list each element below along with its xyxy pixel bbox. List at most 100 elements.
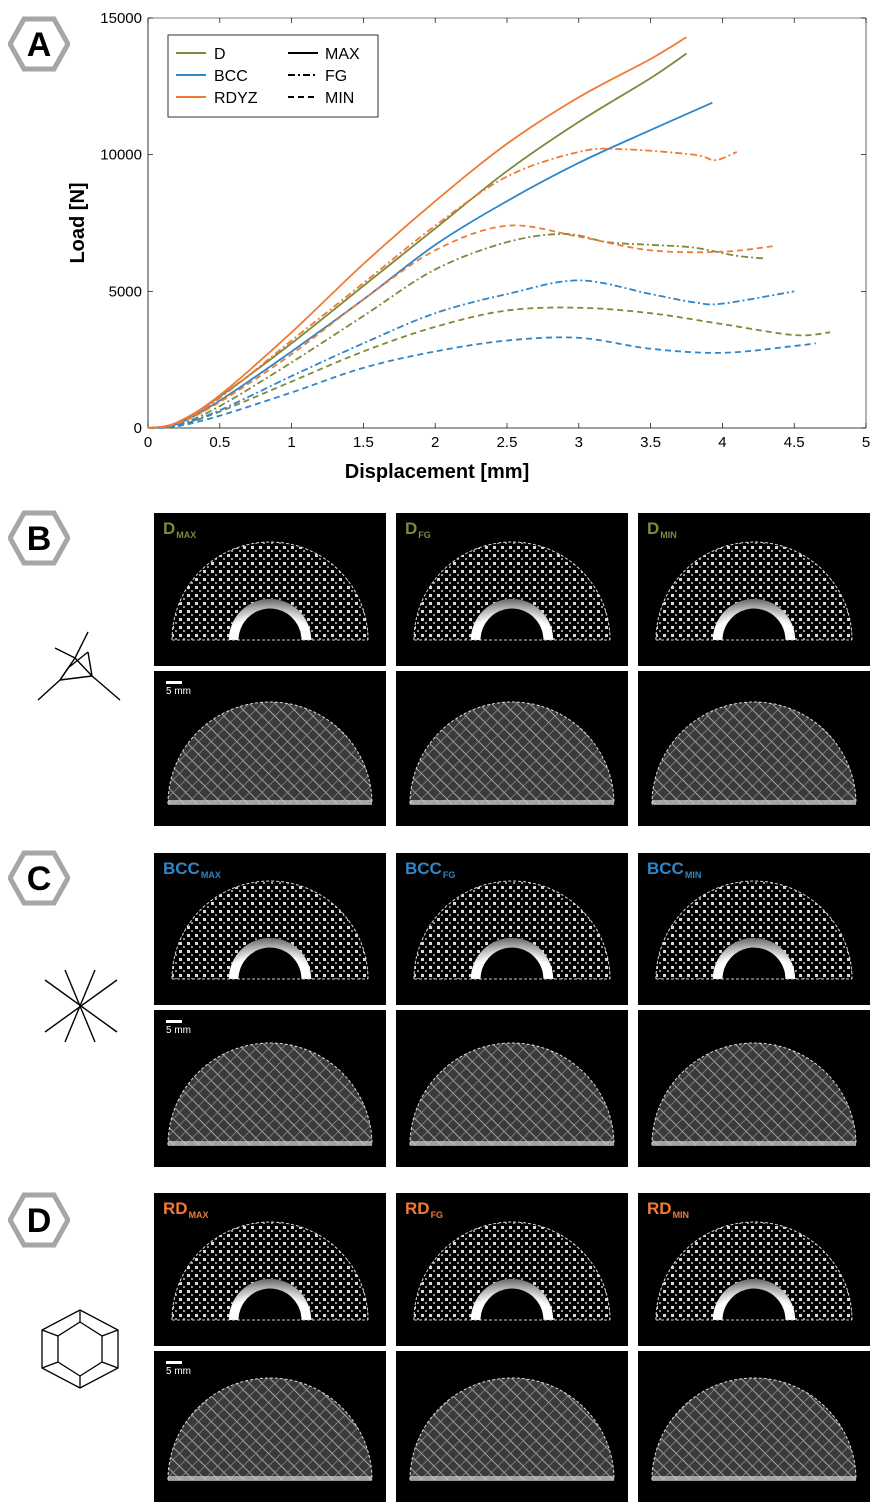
series-line-bcc-max — [147, 101, 713, 429]
x-tick-label: 2 — [431, 434, 439, 451]
tile-label: BCCMAX — [163, 860, 221, 880]
legend-label-rdyz: RDYZ — [214, 90, 258, 107]
ct-image — [409, 1042, 615, 1146]
tile-label-sub: FG — [430, 1210, 444, 1220]
ct-image — [171, 880, 369, 980]
bcc-lattice-icon — [44, 969, 118, 1043]
tile-label-main: D — [405, 519, 418, 538]
scale-bar: 5 mm — [166, 681, 191, 697]
ct-tile-b-section-min: DMIN — [638, 513, 870, 666]
tile-label-sub: FG — [418, 530, 431, 540]
scale-bar-label: 5 mm — [166, 1025, 191, 1036]
scale-bar-line — [166, 681, 182, 684]
scale-bar-line — [166, 1020, 182, 1023]
ct-image — [171, 541, 369, 641]
series-line-rdyz-max — [147, 36, 687, 429]
legend-style-label-min: MIN — [325, 90, 354, 107]
ct-image — [409, 701, 615, 805]
tile-label-sub: MAX — [200, 870, 221, 880]
tile-label-sub: MAX — [176, 530, 197, 540]
ct-tile-d-dome-fg — [396, 1351, 628, 1502]
tile-label: BCCFG — [405, 860, 455, 880]
ct-tile-d-section-max: RDMAX — [154, 1193, 386, 1346]
tile-label: DFG — [405, 520, 431, 540]
tile-label-main: D — [163, 519, 176, 538]
ct-tile-d-dome-max: 5 mm — [154, 1351, 386, 1502]
ct-image — [413, 1221, 611, 1321]
tile-label-sub: MIN — [684, 870, 702, 880]
ct-image — [409, 1377, 615, 1481]
x-tick-label: 4.5 — [784, 434, 805, 451]
ct-tile-c-section-min: BCCMIN — [638, 853, 870, 1005]
series-line-d-fg — [147, 233, 766, 429]
ct-tile-b-dome-max: 5 mm — [154, 671, 386, 826]
ct-image — [651, 701, 857, 805]
legend-style-label-fg: FG — [325, 68, 347, 85]
series-line-bcc-min — [147, 336, 816, 429]
x-tick-label: 4 — [718, 434, 726, 451]
x-tick-label: 0 — [144, 434, 152, 451]
scale-bar: 5 mm — [166, 1361, 191, 1377]
x-tick-label: 1.5 — [353, 434, 374, 451]
load-displacement-chart: 0 0.5 1 1.5 2 2.5 3 3.5 4 4.5 5 0 5000 10000 15000 Disp… — [0, 0, 870, 495]
scale-bar-label: 5 mm — [166, 686, 191, 697]
panel-c-letter: C — [27, 860, 52, 898]
legend-label-bcc: BCC — [214, 68, 248, 85]
ct-tile-b-dome-min — [638, 671, 870, 826]
tile-label: RDFG — [405, 1200, 443, 1220]
y-tick-label: 5000 — [109, 283, 142, 300]
tile-label: DMIN — [647, 520, 677, 540]
series-line-d-min — [147, 306, 831, 429]
legend-style-label-max: MAX — [325, 46, 360, 63]
tile-label-main: BCC — [163, 859, 200, 878]
ct-image — [167, 701, 373, 805]
diamond-lattice-icon — [37, 631, 121, 701]
tile-label-sub: MIN — [672, 1210, 690, 1220]
tile-label-main: RD — [405, 1199, 430, 1218]
chart-svg: 0 0.5 1 1.5 2 2.5 3 3.5 4 4.5 5 0 5000 10000 15000 Disp… — [67, 10, 870, 483]
tile-label-sub: FG — [442, 870, 456, 880]
scale-bar-label: 5 mm — [166, 1366, 191, 1377]
ct-tile-c-dome-min — [638, 1010, 870, 1167]
panel-d-letter: D — [27, 1202, 52, 1240]
x-tick-label: 0.5 — [209, 434, 230, 451]
tile-label: BCCMIN — [647, 860, 701, 880]
y-tick-label: 0 — [134, 420, 142, 437]
x-tick-label: 2.5 — [497, 434, 518, 451]
ct-image — [167, 1042, 373, 1146]
ct-tile-b-section-max: DMAX — [154, 513, 386, 666]
x-tick-label: 1 — [287, 434, 295, 451]
ct-tile-d-section-fg: RDFG — [396, 1193, 628, 1346]
tile-label: RDMAX — [163, 1200, 209, 1220]
ct-image — [413, 541, 611, 641]
tile-label-sub: MAX — [188, 1210, 209, 1220]
y-tick-label: 15000 — [100, 10, 142, 27]
panel-b-letter: B — [27, 520, 52, 558]
tile-label-main: RD — [647, 1199, 672, 1218]
ct-tile-d-section-min: RDMIN — [638, 1193, 870, 1346]
tile-label-main: BCC — [405, 859, 442, 878]
panel-a-letter: A — [27, 26, 52, 64]
rhombic-dodecahedron-icon — [41, 1309, 119, 1389]
x-tick-label: 3 — [575, 434, 583, 451]
y-tick-label: 10000 — [100, 147, 142, 164]
tile-label: RDMIN — [647, 1200, 689, 1220]
ct-image — [171, 1221, 369, 1321]
ct-image — [413, 880, 611, 980]
ct-tile-c-dome-fg — [396, 1010, 628, 1167]
tile-label-main: D — [647, 519, 660, 538]
ct-tile-c-section-fg: BCCFG — [396, 853, 628, 1005]
panel-c-badge: C — [8, 850, 70, 906]
ct-image — [167, 1377, 373, 1481]
series-line-rdyz-min — [147, 224, 773, 429]
tile-label-sub: MIN — [660, 530, 677, 540]
series-line-bcc-fg — [147, 279, 795, 429]
y-axis-label: Load [N] — [67, 182, 89, 263]
scale-bar-line — [166, 1361, 182, 1364]
ct-image — [655, 541, 853, 641]
panel-b-badge: B — [8, 510, 70, 566]
x-tick-label: 3.5 — [640, 434, 661, 451]
ct-image — [655, 880, 853, 980]
tile-label: DMAX — [163, 520, 196, 540]
x-axis-label: Displacement [mm] — [345, 461, 530, 483]
